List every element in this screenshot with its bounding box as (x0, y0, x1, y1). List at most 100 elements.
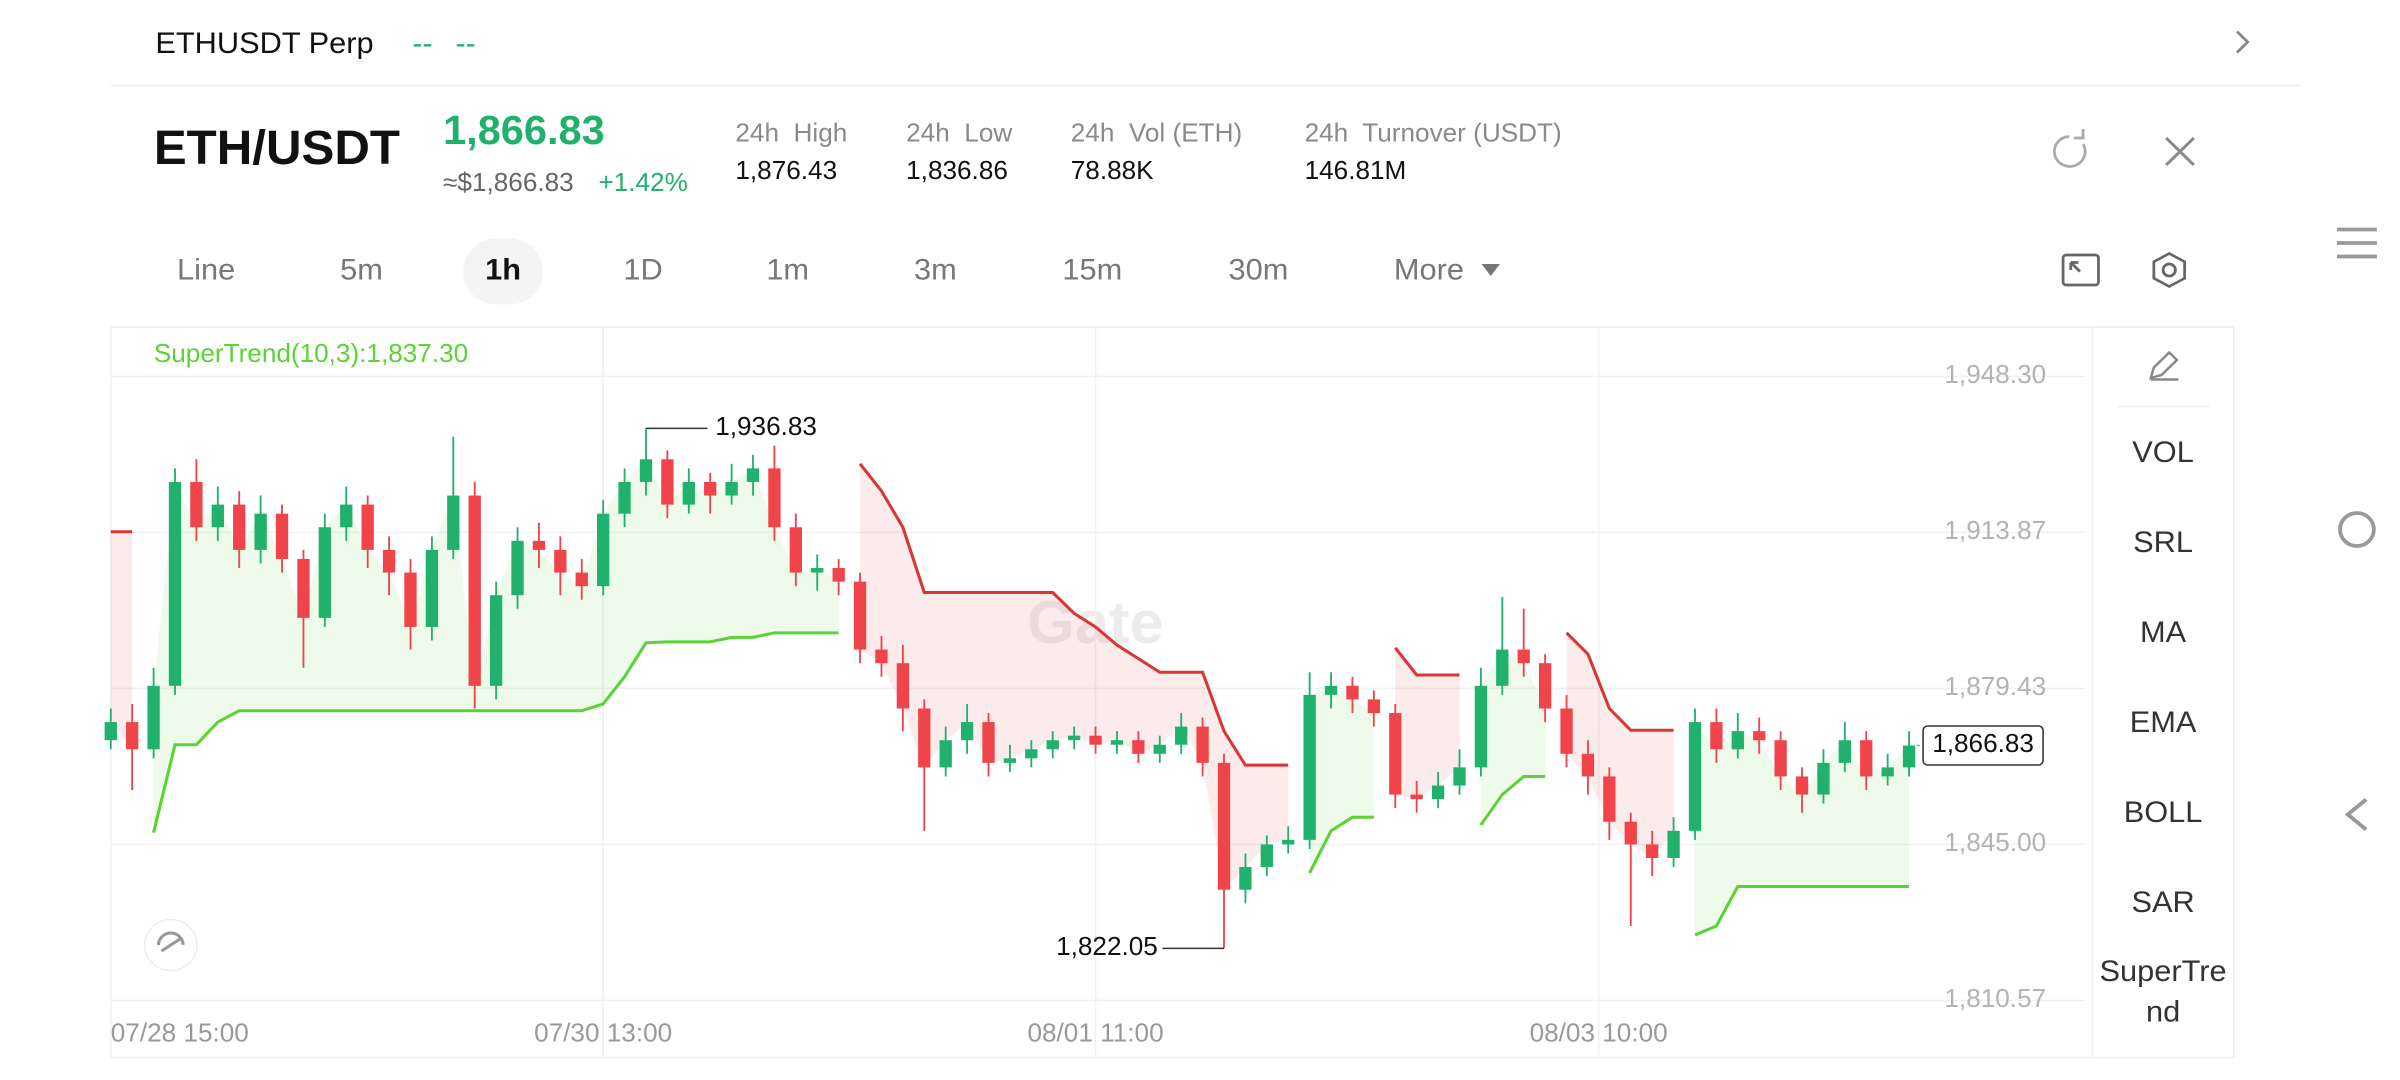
tab[interactable]: 3m (914, 253, 957, 287)
back-button[interactable] (2344, 798, 2368, 831)
candle-body (1496, 649, 1509, 686)
change: +1.42% (598, 170, 687, 198)
candle-body (1367, 699, 1381, 714)
candle-body (361, 504, 374, 550)
candle-body (811, 568, 824, 573)
candle-body (1132, 740, 1145, 754)
candle-body (789, 527, 802, 573)
candle-body (1603, 776, 1616, 822)
candle-body (275, 513, 289, 559)
grid (110, 327, 2085, 1058)
stat-value: 1,876.43 (735, 158, 837, 186)
indicator[interactable]: SRL (2133, 525, 2194, 559)
tab[interactable]: 1m (766, 253, 809, 287)
menu-icon[interactable] (2336, 227, 2377, 259)
candle-body (1731, 731, 1744, 750)
indicator[interactable]: VOL (2132, 435, 2194, 469)
tab[interactable]: 5m (340, 253, 383, 287)
candle-body (1517, 649, 1530, 664)
stat-value: 1,836.86 (906, 158, 1008, 186)
candle-body (147, 685, 160, 750)
x-tick-label: 07/30 13:00 (534, 1020, 672, 1048)
x-tick-label: 07/28 15:00 (111, 1020, 249, 1048)
candle-body (768, 468, 781, 528)
candle-body (1688, 722, 1702, 831)
candle-body (725, 481, 738, 496)
indicator[interactable]: MA (2140, 615, 2187, 649)
refresh-icon[interactable] (2053, 129, 2087, 168)
candle-body (1217, 762, 1231, 890)
draw-icon[interactable] (2148, 350, 2179, 381)
candle-body (1817, 762, 1830, 795)
settings-icon[interactable] (2152, 251, 2187, 289)
candle-body (468, 495, 481, 686)
candle-body (1089, 735, 1102, 745)
stat-value: 146.81M (1305, 158, 1407, 186)
annotation-label: 1,936.83 (715, 413, 817, 441)
candle-body (939, 740, 952, 768)
stat-label: 24h High (735, 120, 847, 148)
tab[interactable]: 15m (1062, 253, 1122, 287)
symbol-perp[interactable]: ETHUSDT Perp (155, 26, 373, 60)
fullscreen-icon[interactable] (2061, 253, 2100, 287)
supertrend-line (152, 631, 1910, 937)
indicator[interactable]: SuperTrend (2099, 955, 2227, 1030)
stat-label: 24h Turnover (USDT) (1305, 120, 1562, 148)
candle-body (1239, 867, 1252, 890)
candle-body (489, 595, 503, 686)
home-button[interactable] (2338, 511, 2376, 548)
indicator[interactable]: EMA (2129, 705, 2197, 739)
tab-active-bg (463, 238, 544, 305)
stat-value: 78.88K (1071, 158, 1154, 186)
candle-body (1153, 744, 1166, 754)
close-icon[interactable] (2165, 136, 2195, 167)
chevron-right[interactable] (2235, 30, 2250, 54)
tab[interactable]: Line (177, 253, 235, 287)
candle-body (1538, 663, 1552, 709)
candle-body (746, 468, 760, 482)
candle-body (233, 504, 246, 550)
candle-body (1196, 726, 1209, 763)
approx-price: ≈$1,866.83 (443, 170, 574, 198)
candle-body (639, 459, 653, 482)
tab[interactable]: 1D (623, 253, 662, 287)
trend-fill (110, 531, 133, 750)
candle-body (1003, 758, 1017, 763)
candle-body (1389, 713, 1402, 795)
trend-fill (1395, 647, 1460, 800)
candle-body (1410, 794, 1423, 800)
candle-body (1646, 844, 1659, 859)
tab[interactable]: 1h (485, 253, 521, 287)
stat-label: 24h Vol (ETH) (1071, 120, 1242, 148)
indicator[interactable]: BOLL (2123, 795, 2203, 829)
supertrend-line (110, 462, 1674, 767)
tab[interactable]: 30m (1229, 253, 1289, 287)
candle-body (1303, 694, 1316, 840)
candle-body (875, 649, 888, 664)
candle-body (832, 568, 845, 582)
candle-body (1046, 740, 1059, 750)
candle-body (982, 722, 995, 763)
candle-body (1581, 753, 1595, 777)
y-tick-label: 1,913.87 (1944, 517, 2046, 545)
perp-change: -- (412, 26, 432, 60)
candle-body (918, 708, 931, 768)
candle-body (1453, 767, 1466, 786)
timeframe-tabs: Line 5m 1h 1D 1m 3m 15m 30m More (177, 238, 1500, 305)
perp-change: -- (455, 26, 475, 60)
indicator-label: SuperTrend(10,3):1,837.30 (154, 341, 468, 369)
tab[interactable]: More (1394, 253, 1464, 287)
candle-body (1474, 685, 1488, 768)
candle-body (190, 481, 203, 528)
candle-body (254, 513, 267, 550)
candle-body (1774, 740, 1787, 777)
stat-label: 24h Low (906, 120, 1012, 148)
candle-body (1067, 735, 1081, 741)
indicator-list-body: VOL SRL MA EMA BOLL SAR SuperTrend (2092, 408, 2234, 1038)
indicator[interactable]: SAR (2131, 885, 2195, 919)
candle-body (1624, 821, 1637, 845)
last-price-label: 1,866.83 (1932, 731, 2034, 759)
candle-body (1260, 844, 1273, 868)
pan-icon[interactable] (143, 918, 198, 972)
